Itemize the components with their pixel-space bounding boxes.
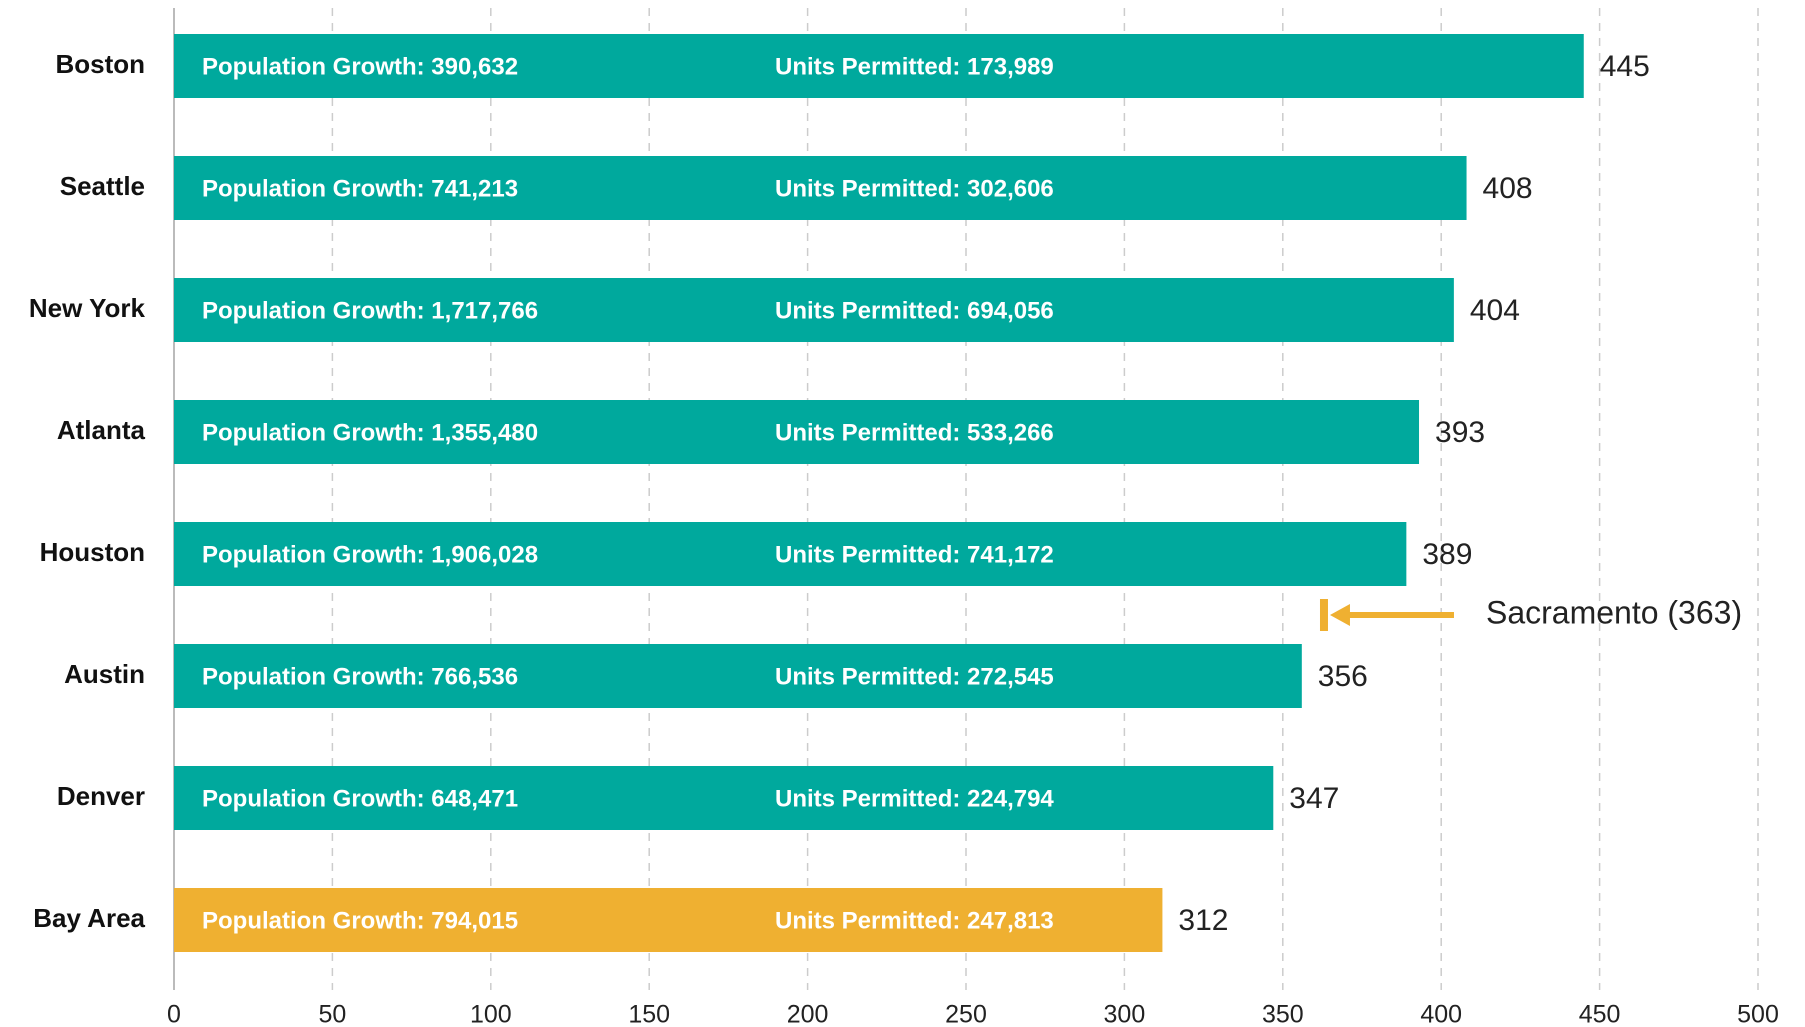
population-label: Population Growth: 766,536 [202,663,518,690]
population-label: Population Growth: 794,015 [202,907,518,934]
units-label: Units Permitted: 741,172 [775,541,1054,568]
value-label: 393 [1435,416,1485,449]
population-label: Population Growth: 390,632 [202,53,518,80]
value-label: 347 [1289,782,1339,815]
x-tick-label: 300 [1104,1001,1146,1027]
units-label: Units Permitted: 694,056 [775,297,1054,324]
bar [174,34,1584,98]
population-label: Population Growth: 1,355,480 [202,419,538,446]
annotation-label: Sacramento (363) [1486,594,1742,630]
x-tick-label: 250 [945,1001,987,1027]
units-label: Units Permitted: 272,545 [775,663,1054,690]
x-tick-label: 400 [1420,1001,1462,1027]
value-label: 356 [1318,660,1368,693]
value-label: 404 [1470,294,1520,327]
x-tick-label: 350 [1262,1001,1304,1027]
population-label: Population Growth: 741,213 [202,175,518,202]
value-label: 445 [1600,50,1650,83]
x-tick-label: 200 [787,1001,829,1027]
units-label: Units Permitted: 224,794 [775,785,1054,812]
annotation-marker [1319,599,1328,631]
value-label: 408 [1483,172,1533,205]
annotation-arrowhead [1329,604,1350,626]
population-label: Population Growth: 1,717,766 [202,297,538,324]
bar [174,522,1407,586]
bar [174,278,1454,342]
bar [174,766,1274,830]
x-tick-label: 450 [1579,1001,1621,1027]
population-label: Population Growth: 1,906,028 [202,541,538,568]
x-tick-label: 100 [470,1001,512,1027]
units-label: Units Permitted: 247,813 [775,907,1054,934]
category-label: Austin [64,659,145,689]
category-label: Seattle [60,171,145,201]
value-label: 312 [1178,904,1228,937]
category-label: Atlanta [57,415,146,445]
units-label: Units Permitted: 173,989 [775,53,1054,80]
x-tick-label: 0 [167,1001,181,1027]
value-label: 389 [1422,538,1472,571]
category-label: Houston [40,537,145,567]
bar [174,888,1163,952]
x-tick-label: 150 [628,1001,670,1027]
bar [174,644,1302,708]
category-label: Denver [57,781,145,811]
units-label: Units Permitted: 533,266 [775,419,1054,446]
units-label: Units Permitted: 302,606 [775,175,1054,202]
category-label: Bay Area [33,903,145,933]
category-label: New York [29,293,146,323]
x-tick-label: 50 [318,1001,346,1027]
population-label: Population Growth: 648,471 [202,785,518,812]
x-tick-label: 500 [1737,1001,1779,1027]
bar [174,156,1467,220]
category-label: Boston [55,49,145,79]
bar [174,400,1420,464]
